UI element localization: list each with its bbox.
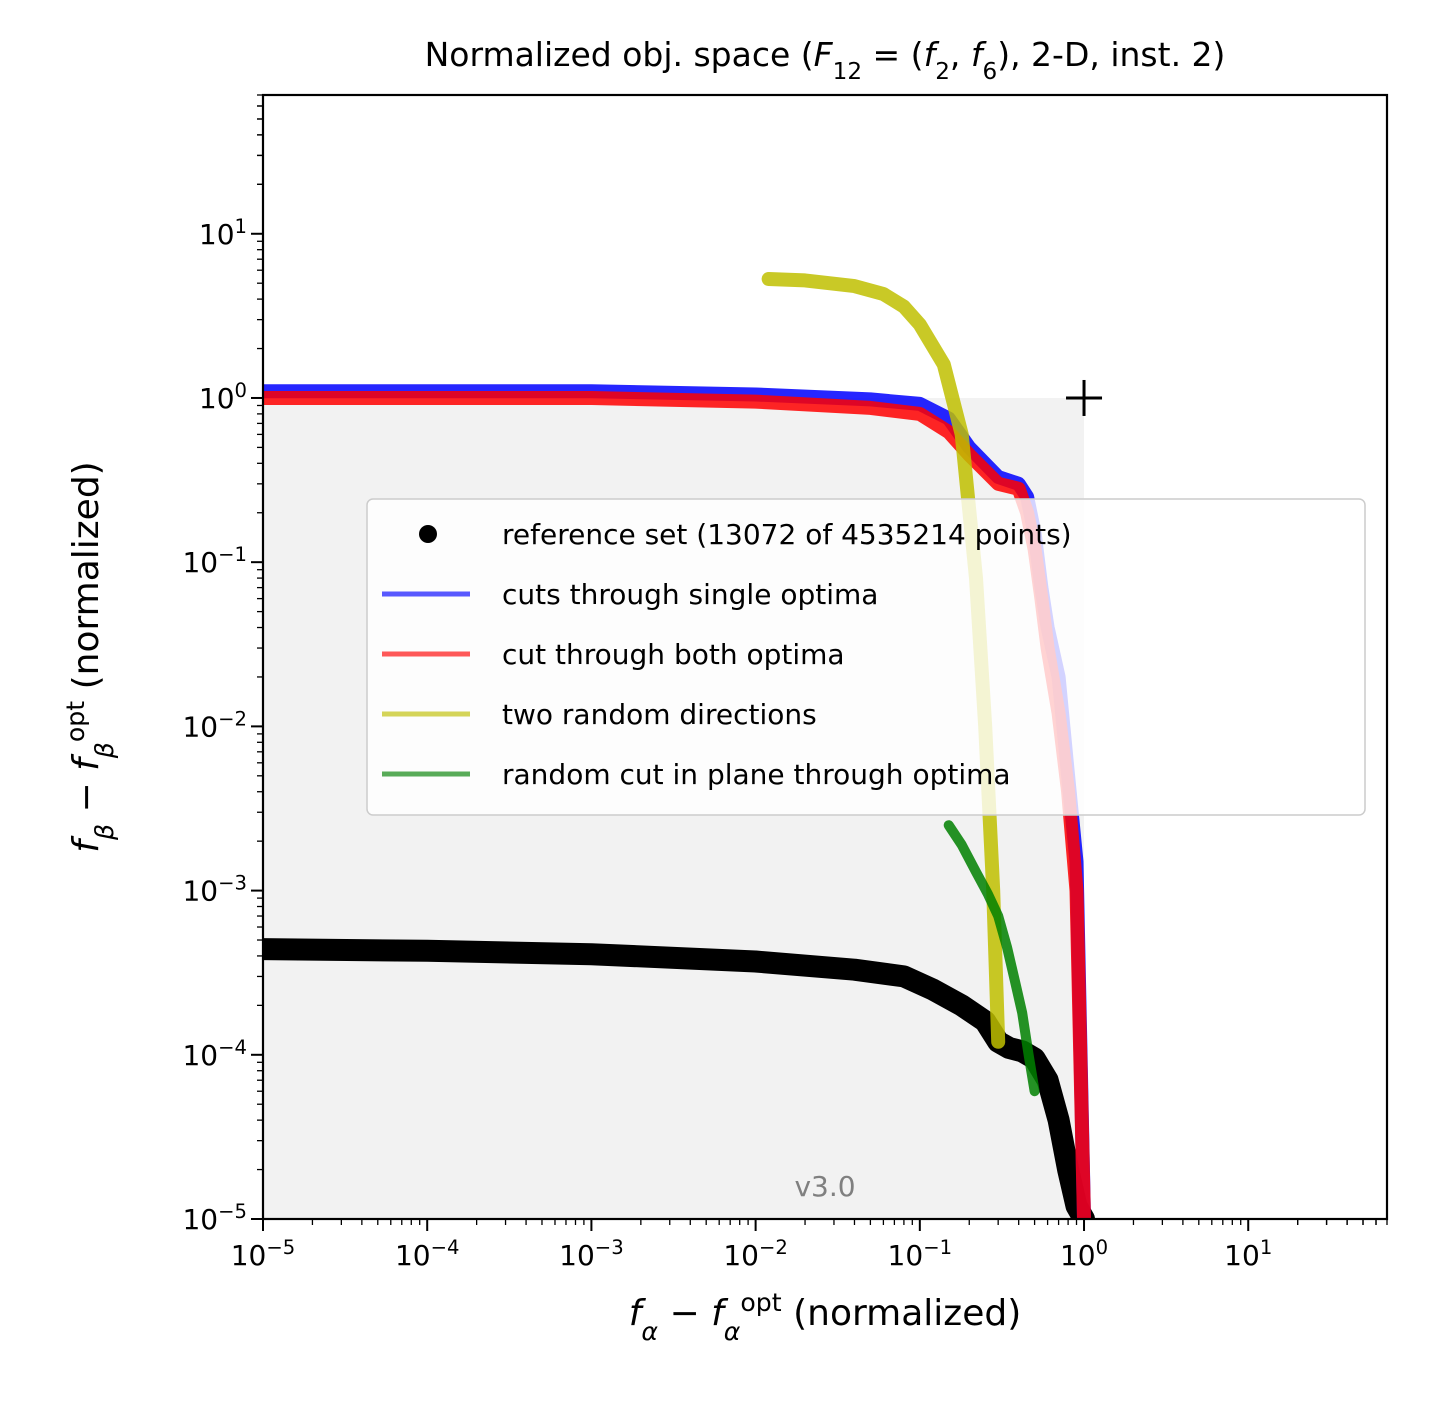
- x-axis-title: fα − fαopt (normalized): [629, 1288, 1022, 1346]
- plot-root: 10−5 10−4 10−3 10−2 10−1 100 101 10−5 10−4 10−3 10…: [61, 35, 1389, 1346]
- reference-point: [1058, 1159, 1079, 1180]
- y-tick-label: 10−1: [182, 543, 247, 580]
- legend-marker: [419, 525, 437, 543]
- axis-ticks: [251, 94, 1388, 1231]
- y-axis-title: fβ − fβopt (normalized): [61, 461, 119, 852]
- y-tick-label: 100: [199, 378, 247, 415]
- reference-point: [893, 966, 914, 987]
- legend-label: cut through both optima: [502, 638, 845, 671]
- chart-title: Normalized obj. space (F12 = (f2, f6), 2…: [425, 35, 1226, 85]
- reference-point: [1037, 1070, 1058, 1091]
- axes-frame: [261, 93, 1389, 1221]
- x-tick-label: 10−4: [395, 1236, 460, 1273]
- legend-label: random cut in plane through optima: [502, 758, 1011, 791]
- reference-point: [263, 939, 273, 960]
- y-tick-label: 10−2: [182, 707, 247, 744]
- legend-label: two random directions: [502, 698, 817, 731]
- legend-frame: [366, 498, 1366, 816]
- x-tick-label: 10−2: [723, 1236, 788, 1273]
- reference-point: [417, 940, 438, 961]
- reference-point: [844, 959, 865, 980]
- version-label: v3.0: [794, 1170, 855, 1203]
- x-tick-label: 10−1: [888, 1236, 953, 1273]
- y-tick-label: 10−3: [182, 871, 247, 908]
- series-line-4: [943, 820, 1040, 1097]
- y-tick-label: 10−4: [182, 1035, 247, 1072]
- reference-point: [1048, 1110, 1069, 1131]
- reference-point: [975, 1011, 996, 1032]
- reference-point: [745, 951, 766, 972]
- reference-point: [951, 995, 972, 1016]
- legend-label: reference set (13072 of 4535214 points): [502, 518, 1072, 551]
- y-tick-label: 101: [199, 214, 247, 251]
- x-tick-label: 101: [1224, 1236, 1272, 1273]
- x-tick-label: 100: [1060, 1236, 1108, 1273]
- legend: reference set (13072 of 4535214 points) c…: [366, 498, 1366, 816]
- reference-point: [581, 944, 602, 965]
- y-tick-label: 10−5: [182, 1200, 247, 1237]
- x-tick-label: 10−5: [231, 1236, 296, 1273]
- reference-point: [922, 979, 943, 1000]
- x-tick-label: 10−3: [559, 1236, 624, 1273]
- legend-label: cuts through single optima: [502, 578, 878, 611]
